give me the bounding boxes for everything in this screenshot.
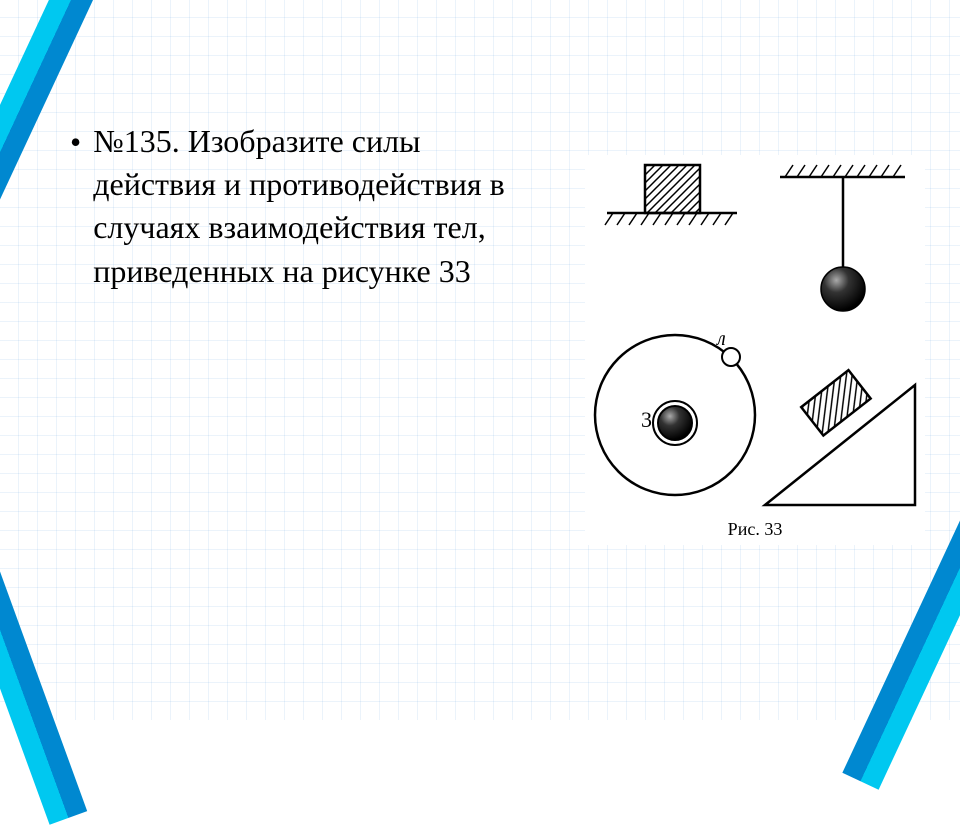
problem-text: №135. Изобразите силы действия и противо… bbox=[93, 120, 530, 293]
figure-caption: Рис. 33 bbox=[728, 519, 783, 540]
subfigure-inclined-plane bbox=[765, 370, 915, 505]
figure-area: 3 л Рис. 33 bbox=[585, 155, 925, 545]
moon-label: л bbox=[716, 328, 726, 350]
bullet-item: • №135. Изобразите силы действия и проти… bbox=[70, 120, 530, 293]
subfigure-pendulum bbox=[780, 165, 905, 311]
accent-stripe-bottom-left bbox=[0, 435, 87, 825]
subfigure-earth-moon: 3 л bbox=[595, 328, 755, 495]
text-content-area: • №135. Изобразите силы действия и проти… bbox=[70, 120, 530, 293]
earth-label: 3 bbox=[641, 407, 652, 432]
slide-container: • №135. Изобразите силы действия и проти… bbox=[0, 0, 960, 720]
subfigure-block-on-surface bbox=[605, 165, 737, 225]
bullet-icon: • bbox=[70, 122, 81, 164]
physics-diagram: 3 л bbox=[585, 155, 925, 545]
